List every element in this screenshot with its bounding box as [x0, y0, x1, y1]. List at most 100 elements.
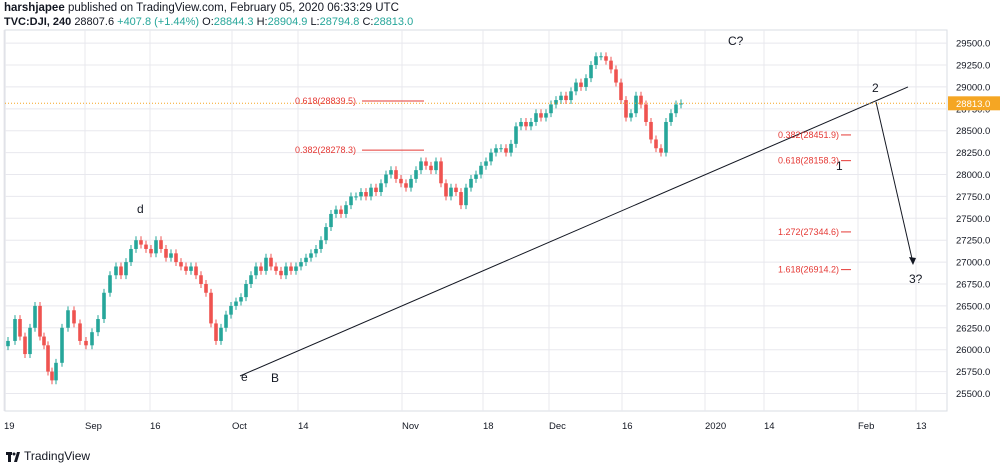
candle-body — [634, 95, 638, 114]
candle-body — [359, 192, 363, 197]
candle-body — [224, 314, 228, 328]
candle-body — [454, 187, 458, 193]
candle-body — [129, 248, 133, 263]
candle-body — [374, 187, 378, 193]
x-tick-label: 14 — [298, 421, 309, 432]
x-tick-label: 14 — [764, 421, 775, 432]
candle-body — [269, 257, 273, 267]
wave-label: 2 — [872, 81, 879, 95]
candle-body — [194, 266, 198, 276]
candle-body — [564, 95, 568, 101]
footer: TradingView — [0, 444, 1000, 467]
candle-body — [299, 262, 303, 267]
price-chart[interactable]: 25500.0 25750.0 26000.0 26250.0 26500.0 26750… — [0, 28, 1000, 444]
candle-body — [659, 148, 663, 153]
candle-body — [474, 174, 478, 179]
x-tick-label: Oct — [232, 421, 247, 432]
low-label: L: — [310, 16, 320, 28]
fib-level-label: 1.618(26914.2) — [778, 265, 839, 275]
candle-body — [664, 121, 668, 153]
candle-body — [569, 91, 573, 101]
x-tick-label: 2020 — [705, 421, 726, 432]
candle-body — [614, 69, 618, 83]
y-tick-label: 27750.0 — [956, 192, 990, 203]
candle-body — [559, 95, 563, 101]
candle-body — [23, 336, 27, 355]
candle-body — [394, 170, 398, 179]
candle-body — [179, 262, 183, 267]
fib-level-label: 0.618(28839.5) — [295, 96, 356, 106]
candle-body — [154, 240, 158, 254]
y-tick-label: 27500.0 — [956, 214, 990, 225]
candle-body — [529, 121, 533, 127]
candle-body — [46, 345, 50, 372]
candle-body — [459, 192, 463, 206]
candle-body — [264, 257, 268, 271]
candle-body — [349, 196, 353, 206]
candle-body — [424, 161, 428, 166]
username[interactable]: harshjapee — [4, 2, 65, 14]
candle-body — [134, 240, 138, 249]
wave-label: C? — [728, 34, 744, 48]
candle-body — [189, 266, 193, 271]
x-tick-label: Nov — [402, 421, 419, 432]
trend-line — [239, 86, 909, 377]
candle-body — [409, 178, 413, 188]
candle-body — [6, 340, 10, 347]
candle-body — [574, 82, 578, 92]
y-tick-label: 25750.0 — [956, 367, 990, 378]
y-tick-label: 26750.0 — [956, 280, 990, 291]
candle-body — [554, 100, 558, 105]
candle-body — [404, 183, 408, 188]
close-label: C: — [362, 16, 374, 28]
candle-body — [309, 253, 313, 258]
wave-label: B — [271, 371, 279, 385]
candle-body — [514, 126, 518, 144]
wave-label: 1 — [836, 159, 843, 173]
y-tick-label: 28500.0 — [956, 126, 990, 137]
candle-body — [54, 362, 58, 381]
last-price-badge — [948, 96, 1000, 111]
candle-body — [579, 82, 583, 87]
x-tick-label: 19 — [4, 421, 15, 432]
candle-body — [18, 319, 22, 337]
candle-body — [42, 336, 46, 346]
tradingview-logo[interactable]: TradingView — [6, 449, 90, 463]
candle-body — [609, 60, 613, 70]
candle-body — [544, 113, 548, 118]
x-tick-label: Sep — [85, 421, 102, 432]
candle-body — [509, 143, 513, 153]
candle-body — [119, 266, 123, 276]
candle-body — [13, 319, 17, 341]
candle-body — [239, 297, 243, 302]
candle-body — [96, 319, 100, 333]
candle-body — [489, 152, 493, 162]
y-tick-label: 26000.0 — [956, 345, 990, 356]
fib-level-label: 0.618(28158.3) — [778, 156, 839, 166]
candle-body — [124, 262, 128, 276]
candle-body — [494, 148, 498, 153]
candle-body — [389, 170, 393, 175]
candle-body — [149, 248, 153, 254]
brand-text: TradingView — [24, 449, 91, 463]
wave-label: e — [241, 370, 248, 384]
candle-body — [102, 292, 106, 320]
candle-body — [369, 187, 373, 197]
candle-body — [66, 310, 70, 328]
candle-body — [78, 323, 82, 341]
candle-body — [334, 209, 338, 214]
tradingview-logo-icon — [6, 451, 20, 462]
open-value: 28844.3 — [213, 16, 254, 28]
open-label: O: — [202, 16, 214, 28]
candle-body — [534, 113, 538, 122]
y-tick-label: 28250.0 — [956, 148, 990, 159]
candle-body — [174, 253, 178, 263]
candle-body — [289, 266, 293, 271]
candle-body — [464, 187, 468, 206]
x-tick-label: 16 — [622, 421, 633, 432]
candle-body — [108, 275, 112, 293]
candle-body — [159, 240, 163, 249]
candle-body — [439, 161, 443, 184]
candle-body — [229, 305, 233, 315]
high-label: H: — [256, 16, 268, 28]
